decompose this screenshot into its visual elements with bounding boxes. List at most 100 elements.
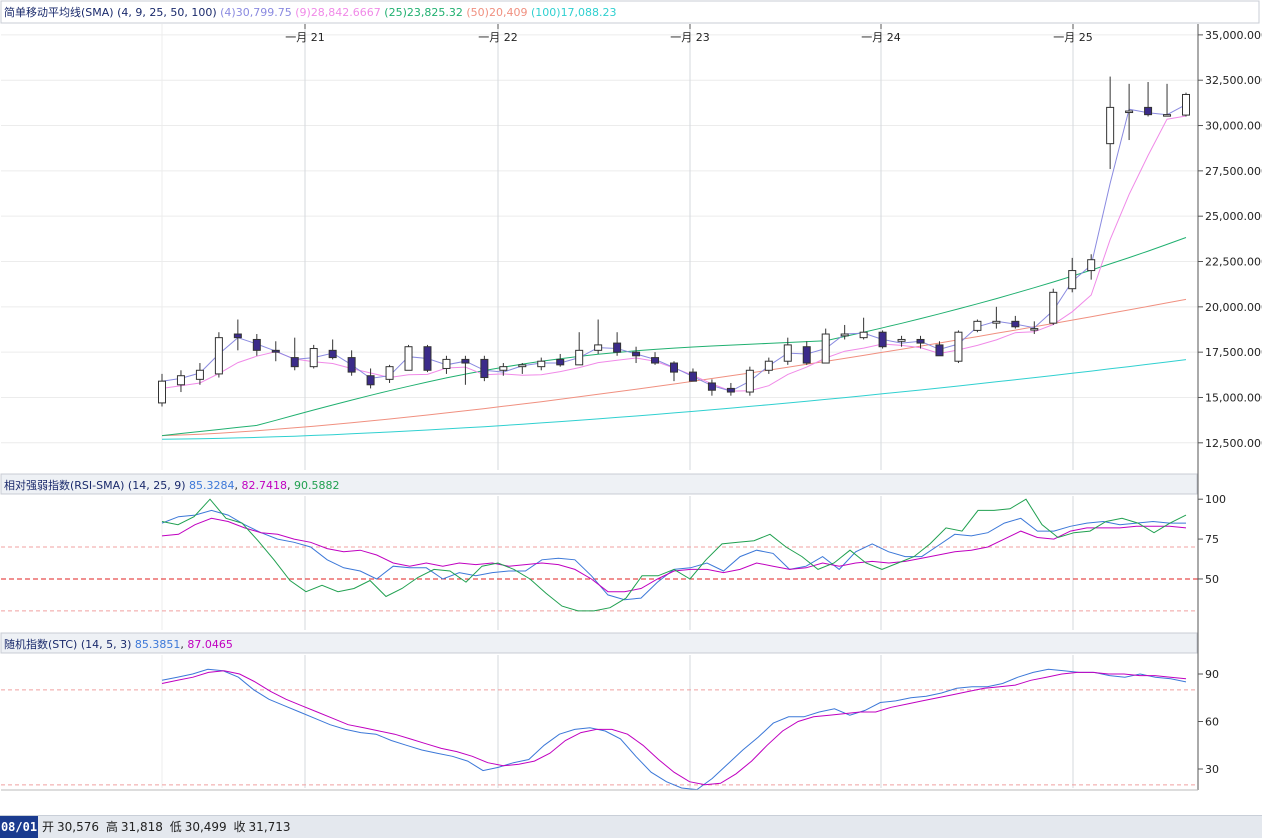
candle-body — [404, 346, 413, 371]
candle-body — [897, 338, 906, 342]
price-tick-label: 12,500.0000 — [1205, 437, 1262, 450]
candle — [802, 341, 811, 365]
candle — [461, 355, 470, 385]
candle-body — [745, 369, 754, 393]
candle — [1106, 76, 1115, 170]
osc-tick-label: 90 — [1205, 668, 1219, 681]
candle-body — [726, 387, 735, 393]
candle — [556, 353, 565, 367]
candle-body — [347, 357, 356, 373]
candle-body — [594, 344, 603, 351]
candle-body — [575, 349, 584, 366]
candle — [954, 330, 963, 364]
candle — [859, 317, 868, 340]
candle — [214, 332, 223, 378]
candle — [935, 341, 944, 357]
candle-body — [366, 375, 375, 386]
osc-tick-label: 60 — [1205, 716, 1219, 729]
series-k-line — [161, 668, 1187, 791]
rsi-panel-title: 相对强弱指数(RSI-SMA) (14, 25, 9) 85.3284, 82.… — [4, 478, 339, 492]
candle — [158, 373, 166, 407]
candle — [916, 335, 925, 349]
candle — [1049, 288, 1058, 325]
candle-body — [935, 344, 944, 357]
candle-body — [328, 349, 337, 359]
rsi-title: 相对强弱指数(RSI-SMA) — [4, 478, 124, 492]
candle-body — [859, 331, 868, 339]
candle-body — [1163, 114, 1172, 117]
x-tick-label: 一月 24 — [861, 31, 901, 44]
price-tick-label: 35,000.0000 — [1205, 29, 1262, 42]
candle-body — [537, 360, 546, 368]
candle-body — [176, 375, 185, 386]
candle-body — [878, 331, 887, 348]
price-panel-header — [0, 0, 1260, 24]
series-signal-line — [161, 498, 1187, 612]
sma9-label: (9) — [295, 6, 311, 19]
candle-body — [290, 357, 299, 368]
sma-params: (4, 9, 25, 50, 100) — [117, 6, 217, 19]
stc-d-value: 87.0465 — [187, 638, 233, 651]
candle-body — [707, 382, 716, 391]
candle-body — [688, 371, 697, 382]
candle — [442, 355, 451, 374]
candle-body — [1049, 291, 1058, 324]
candle-body — [1068, 270, 1077, 290]
candle-body — [1030, 328, 1039, 331]
price-plot — [158, 76, 1190, 440]
stc-y-axis: 90 60 30 — [1198, 668, 1219, 776]
sma100-label: (100) — [531, 6, 561, 19]
sma25-value: 23,825.32 — [407, 6, 463, 19]
candle — [1068, 257, 1077, 293]
candle-body — [783, 344, 792, 362]
candle — [271, 341, 280, 362]
candle-body — [802, 346, 811, 364]
candle — [897, 335, 906, 347]
candle — [1030, 321, 1039, 335]
osc-tick-label: 30 — [1205, 763, 1219, 776]
candle-body — [158, 380, 166, 404]
rsi-plot — [161, 498, 1187, 612]
series-sma-line — [161, 517, 1187, 593]
candle — [783, 337, 792, 365]
candle-body — [613, 342, 622, 353]
candle-body — [385, 366, 394, 380]
candle-body — [1182, 93, 1190, 116]
candle — [764, 357, 773, 374]
sma9-value: 28,842.6667 — [311, 6, 381, 19]
candle — [1125, 83, 1134, 141]
candle — [1011, 315, 1020, 329]
high-value: 31,818 — [120, 820, 163, 834]
sma4-label: (4) — [220, 6, 236, 19]
low-label: 低 — [169, 820, 182, 834]
candle — [840, 324, 849, 340]
sma50-label: (50) — [466, 6, 489, 19]
candle — [404, 344, 413, 371]
candle — [878, 330, 887, 349]
price-tick-label: 30,000.0000 — [1205, 120, 1262, 133]
candle-body — [670, 362, 678, 373]
candle — [518, 363, 527, 374]
candle-body — [632, 351, 641, 357]
ohlc-status-bar: 08/01 开 30,576 高 31,818 低 30,499 收 31,713 — [0, 815, 1262, 838]
price-tick-label: 25,000.0000 — [1205, 210, 1262, 223]
stc-plot — [161, 668, 1187, 791]
candle-body — [1125, 110, 1134, 114]
candle-body — [821, 333, 830, 364]
candle-body — [480, 358, 489, 379]
price-panel-title: 简单移动平均线(SMA) (4, 9, 25, 50, 100) (4)30,7… — [4, 5, 617, 19]
candle-body — [1144, 106, 1153, 116]
candle-body — [233, 333, 242, 339]
osc-tick-label: 100 — [1205, 493, 1226, 506]
price-tick-label: 22,500.0000 — [1205, 256, 1262, 269]
high-label: 高 — [105, 820, 118, 834]
stc-k-value: 85.3851 — [135, 638, 181, 651]
candle — [385, 364, 394, 383]
price-y-axis: 35,000.0000 32,500.0000 30,000.0000 27,500.… — [1198, 29, 1262, 450]
candle — [1182, 92, 1190, 117]
x-tick-label: 一月 21 — [285, 31, 325, 44]
candle — [575, 332, 584, 366]
candle-body — [954, 331, 963, 362]
close-value: 31,713 — [248, 820, 291, 834]
candle-body — [461, 358, 470, 364]
